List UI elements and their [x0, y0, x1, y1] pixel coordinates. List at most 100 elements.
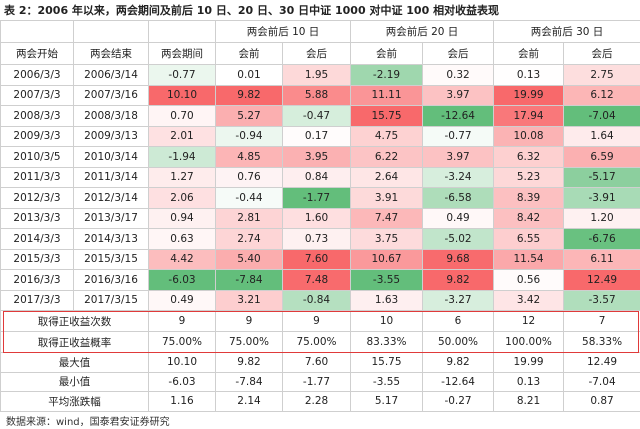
value-cell: 9.68 — [422, 248, 495, 270]
column-header: 会前 — [493, 42, 565, 65]
value-cell: 7.47 — [350, 207, 424, 229]
stat-cell: -12.64 — [422, 371, 495, 392]
value-cell: 5.23 — [493, 166, 565, 188]
date-cell: 2007/3/3 — [0, 84, 74, 106]
date-cell: 2008/3/18 — [73, 105, 149, 127]
date-cell: 2009/3/3 — [0, 125, 74, 147]
column-header: 会后 — [563, 42, 640, 65]
value-cell: 8.39 — [493, 187, 565, 209]
summary-cell: 50.00% — [422, 331, 495, 353]
column-header: 两会期间 — [148, 42, 216, 65]
value-cell: 2.06 — [148, 187, 216, 209]
date-cell: 2014/3/13 — [73, 228, 149, 250]
value-cell: 0.32 — [422, 64, 495, 86]
group-header: 两会前后 10 日 — [214, 20, 352, 43]
value-cell: -0.44 — [215, 187, 283, 209]
value-cell: 0.70 — [148, 105, 216, 127]
table-row: 2015/3/3 2015/3/15 4.42 5.40 7.60 10.67 9.68 11… — [0, 248, 640, 270]
stat-cell: -7.04 — [563, 371, 640, 392]
value-cell: 6.59 — [563, 146, 640, 168]
value-cell: -3.27 — [422, 289, 495, 311]
table-row: 两会开始 两会结束 两会期间 会前 会后 会前 会后 会前 会后 — [0, 42, 640, 65]
stat-cell: 8.21 — [493, 391, 565, 412]
value-cell: 6.11 — [563, 248, 640, 270]
value-cell: 4.75 — [350, 125, 424, 147]
stat-cell: 2.14 — [215, 391, 283, 412]
column-header: 两会结束 — [73, 42, 149, 65]
table-row: 2010/3/5 2010/3/14 -1.94 4.85 3.95 6.22 3.97 6.… — [0, 146, 640, 168]
column-header: 会前 — [215, 42, 283, 65]
value-cell: 7.60 — [281, 248, 352, 270]
value-cell: 6.22 — [350, 146, 424, 168]
table-row: 2007/3/3 2007/3/16 10.10 9.82 5.88 11.11 3.97 1… — [0, 84, 640, 106]
value-cell: 9.82 — [215, 84, 283, 106]
date-cell: 2015/3/15 — [73, 248, 149, 270]
date-cell: 2016/3/16 — [73, 269, 149, 291]
value-cell: 0.13 — [493, 64, 565, 86]
column-header: 会后 — [422, 42, 495, 65]
value-cell: 4.85 — [215, 146, 283, 168]
value-cell: -0.47 — [281, 105, 352, 127]
stat-cell: -3.55 — [350, 371, 424, 392]
value-cell: 0.94 — [148, 207, 216, 229]
value-cell: -5.17 — [563, 166, 640, 188]
table-row: 2011/3/3 2011/3/14 1.27 0.76 0.84 2.64 -3.24 5.… — [0, 166, 640, 188]
value-cell: 7.48 — [281, 269, 352, 291]
value-cell: 2.01 — [148, 125, 216, 147]
table-row: 最小值 -6.03 -7.84 -1.77 -3.55 -12.64 0.13 -7.04 — [0, 371, 640, 392]
value-cell: 0.49 — [422, 207, 495, 229]
stat-cell: 10.10 — [148, 352, 216, 373]
value-cell: 3.21 — [215, 289, 283, 311]
date-cell: 2010/3/14 — [73, 146, 149, 168]
date-cell: 2011/3/14 — [73, 166, 149, 188]
date-cell: 2010/3/5 — [0, 146, 74, 168]
source-note: 数据来源：wind，国泰君安证券研究 — [6, 417, 170, 428]
group-header: 两会前后 20 日 — [350, 20, 495, 43]
value-cell: 17.94 — [493, 105, 565, 127]
table-row: 2016/3/3 2016/3/16 -6.03 -7.84 7.48 -3.55 9.82… — [0, 269, 640, 291]
value-cell: 1.20 — [563, 207, 640, 229]
value-cell: 0.01 — [215, 64, 283, 86]
table-row: 2008/3/3 2008/3/18 0.70 5.27 -0.47 15.75 -12.6… — [0, 105, 640, 127]
column-header: 两会开始 — [0, 42, 74, 65]
date-cell: 2017/3/3 — [0, 289, 74, 311]
table-row: 平均涨跌幅 1.16 2.14 2.28 5.17 -0.27 8.21 0.87 — [0, 391, 640, 412]
highlight-box — [2, 310, 639, 353]
stat-cell: 15.75 — [350, 352, 424, 373]
column-header: 会前 — [350, 42, 424, 65]
table: 两会前后 10 日两会前后 20 日两会前后 30 日两会开始 两会结束 两会期间会… — [0, 20, 640, 412]
summary-cell: 83.33% — [350, 331, 424, 353]
date-cell: 2015/3/3 — [0, 248, 74, 270]
table-row: 2009/3/3 2009/3/13 2.01 -0.94 0.17 4.75 -0.77 1… — [0, 125, 640, 147]
value-cell: -5.02 — [422, 228, 495, 250]
summary-cell: 75.00% — [281, 331, 352, 353]
date-cell: 2014/3/3 — [0, 228, 74, 250]
value-cell: 11.54 — [493, 248, 565, 270]
date-cell: 2017/3/15 — [73, 289, 149, 311]
value-cell: 10.08 — [493, 125, 565, 147]
value-cell: 1.95 — [281, 64, 352, 86]
stat-cell: 1.16 — [148, 391, 216, 412]
value-cell: 3.75 — [350, 228, 424, 250]
value-cell: 2.75 — [563, 64, 640, 86]
value-cell: 0.76 — [215, 166, 283, 188]
table-row: 两会前后 10 日两会前后 20 日两会前后 30 日 — [0, 20, 640, 43]
stat-cell: 9.82 — [215, 352, 283, 373]
value-cell: 1.60 — [281, 207, 352, 229]
date-cell: 2009/3/13 — [73, 125, 149, 147]
value-cell: -6.03 — [148, 269, 216, 291]
value-cell: 1.63 — [350, 289, 424, 311]
value-cell: 3.91 — [350, 187, 424, 209]
value-cell: -2.19 — [350, 64, 424, 86]
table-row: 2017/3/3 2017/3/15 0.49 3.21 -0.84 1.63 -3.27 3… — [0, 289, 640, 311]
value-cell: 9.82 — [422, 269, 495, 291]
value-cell: 3.42 — [493, 289, 565, 311]
value-cell: 6.55 — [493, 228, 565, 250]
header-cell — [73, 20, 149, 43]
value-cell: 2.81 — [215, 207, 283, 229]
date-cell: 2011/3/3 — [0, 166, 74, 188]
value-cell: -7.84 — [215, 269, 283, 291]
value-cell: -3.57 — [563, 289, 640, 311]
value-cell: -3.91 — [563, 187, 640, 209]
value-cell: 3.97 — [422, 146, 495, 168]
